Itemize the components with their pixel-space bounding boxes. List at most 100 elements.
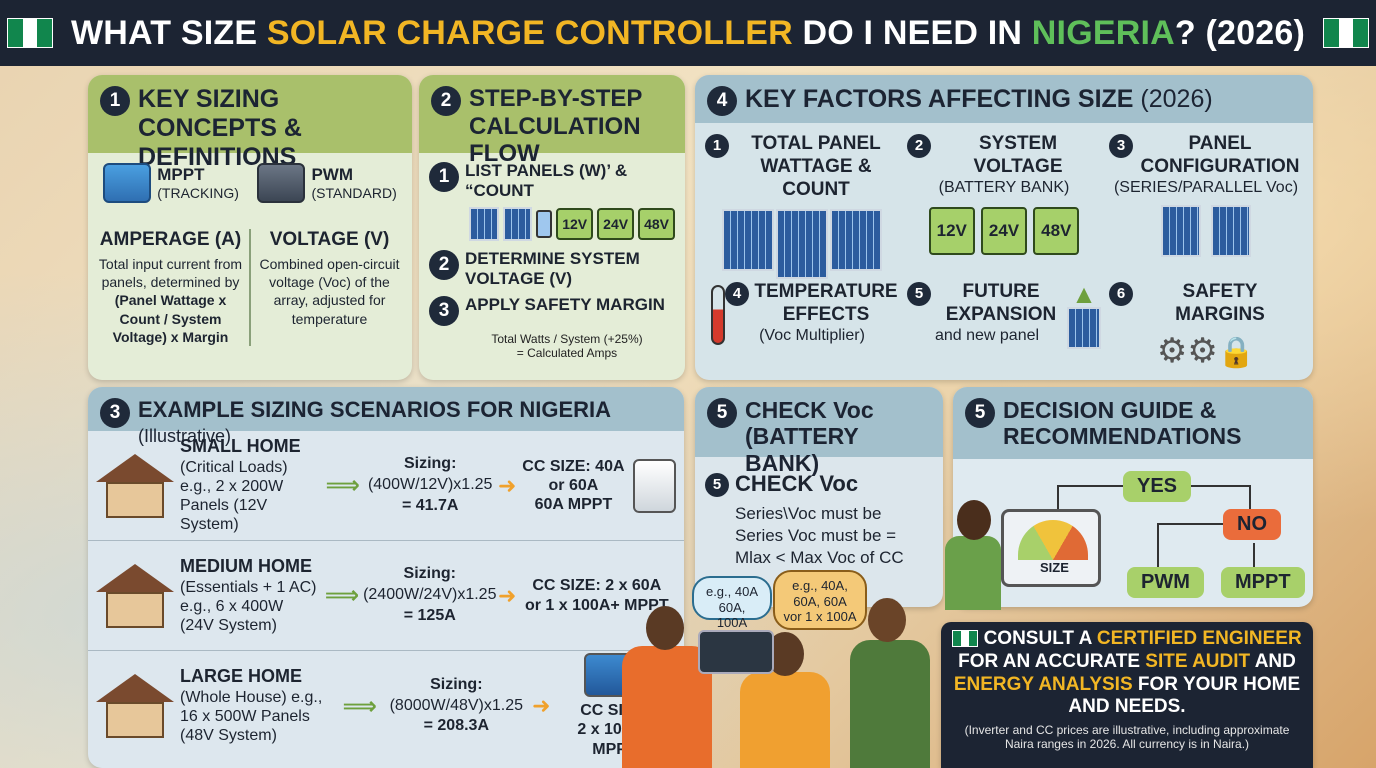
person-illustration (622, 646, 712, 768)
panel-title: EXAMPLE SIZING SCENARIOS FOR NIGERIA (Il… (138, 397, 612, 447)
step-number: 1 (100, 86, 130, 116)
speech-bubble: e.g., 40A 60A, 100A (692, 576, 772, 630)
pwm-item: PWM (STANDARD) (257, 163, 397, 203)
factor-panel-configuration: 3 PANEL CONFIGURATION (SERIES/PARALLEL Vo… (1105, 127, 1307, 275)
solar-panels-icon (705, 209, 899, 280)
factor-temperature: 4 TEMPERATURE EFFECTS (Voc Multiplier) (701, 275, 903, 371)
gear-icon: ⚙ (1156, 331, 1188, 370)
step-number: 5 (965, 398, 995, 428)
engineer-illustration (850, 640, 930, 768)
mppt-label: MPPT (157, 165, 205, 184)
speech-bubble: e.g., 40A, 60A, 60A vor 1 x 100A (773, 570, 867, 630)
factor-safety-margins: 6 SAFETY MARGINS ⚙⚙🔒 (1105, 275, 1307, 371)
amperage-title: AMPERAGE (A) (99, 229, 242, 250)
arrow-icon: ⟹ (324, 582, 360, 609)
house-icon (96, 674, 174, 738)
phone-icon (536, 210, 553, 238)
house-icon (96, 453, 174, 518)
decision-guide-panel: 5 DECISION GUIDE & RECOMMENDATIONS YES N… (953, 387, 1313, 607)
yes-node: YES (1123, 471, 1192, 502)
definitions: AMPERAGE (A) Total input current from pa… (88, 221, 412, 354)
key-factors-panel: 4 KEY FACTORS AFFECTING SIZE (2026) 1 TOT… (695, 75, 1313, 380)
pwm-sub: (STANDARD) (311, 185, 397, 201)
voltage-definition: VOLTAGE (V) Combined open-circuit voltag… (249, 229, 408, 346)
consult-panel: CONSULT A CERTIFIED ENGINEER FOR AN ACCU… (941, 622, 1313, 768)
no-node: NO (1223, 509, 1281, 540)
mppt-node: MPPT (1221, 567, 1305, 598)
arrow-icon: ⟹ (325, 472, 360, 499)
arrow-icon: ⟹ (342, 692, 377, 720)
battery-12v: 12V (556, 208, 594, 240)
voc-text: Series\Voc must be Series Voc must be = … (735, 504, 904, 568)
controller-types: MPPT (TRACKING) PWM (STANDARD) (88, 153, 412, 213)
panel-heading: 2 STEP-BY-STEP CALCULATION FLOW (419, 75, 685, 167)
panel-heading: 5 DECISION GUIDE & RECOMMENDATIONS (953, 387, 1313, 459)
person-head (868, 598, 906, 642)
panel-title: CHECK Voc (BATTERY BANK) (745, 397, 874, 476)
technician-illustration (945, 500, 1005, 610)
battery-48v: 48V (638, 208, 675, 240)
amperage-text: Total input current from panels, determi… (98, 256, 243, 345)
person-head (646, 606, 684, 650)
battery-24v: 24V (597, 208, 635, 240)
tablet-icon (698, 630, 774, 674)
nigeria-flag-icon (952, 630, 979, 648)
factors-grid: 1 TOTAL PANEL WATTAGE & COUNT 2 SYSTEM VOL… (695, 123, 1313, 375)
thermometer-icon (711, 285, 725, 345)
scenarios-panel: 3 EXAMPLE SIZING SCENARIOS FOR NIGERIA (… (88, 387, 684, 768)
voc-subheading: 5 CHECK Voc (705, 471, 933, 497)
header: WHAT SIZE SOLAR CHARGE CONTROLLER DO I N… (0, 0, 1376, 66)
voltage-text: Combined open-circuit voltage (Voc) of t… (259, 256, 400, 327)
panel-heading: 3 EXAMPLE SIZING SCENARIOS FOR NIGERIA (… (88, 387, 684, 446)
panel-title: KEY FACTORS AFFECTING SIZE (2026) (745, 85, 1213, 113)
safety-formula: Total Watts / System (+25%) = Calculated… (491, 332, 643, 360)
nigeria-flag-icon (1322, 18, 1369, 48)
panel-title: DECISION GUIDE & RECOMMENDATIONS (1003, 397, 1242, 450)
house-icon (96, 563, 174, 628)
solar-panel-icon (469, 207, 499, 241)
solar-panel-icon (502, 207, 533, 241)
step-number: 5 (707, 398, 737, 428)
arrow-icon: ➜ (532, 693, 551, 718)
nigeria-flag-icon (7, 18, 53, 48)
step-list-panels: 1 LIST PANELS (W)’ & “COUNT (429, 161, 675, 201)
lock-icon: 🔒 (1217, 335, 1256, 369)
expansion-arrow-icon: ▲ (1067, 281, 1101, 349)
charge-controller-icon (633, 458, 677, 513)
step-number: 4 (707, 86, 737, 116)
page-title: WHAT SIZE SOLAR CHARGE CONTROLLER DO I N… (71, 13, 1305, 52)
factor-panel-wattage: 1 TOTAL PANEL WATTAGE & COUNT (701, 127, 903, 280)
step-system-voltage: 2 DETERMINE SYSTEM VOLTAGE (V) (429, 249, 675, 289)
panel-heading: 5 CHECK Voc (BATTERY BANK) (695, 387, 943, 476)
panel-icons: 12V 24V 48V (469, 207, 675, 241)
pwm-controller-icon (257, 163, 306, 203)
arrow-icon: ➜ (497, 472, 517, 498)
panel-heading: 4 KEY FACTORS AFFECTING SIZE (2026) (695, 75, 1313, 123)
scenario-large-home: LARGE HOME (Whole House) e.g., 16 x 500W … (88, 651, 684, 761)
scenario-small-home: SMALL HOME (Critical Loads) e.g., 2 x 200… (88, 431, 684, 541)
pwm-label: PWM (311, 165, 353, 184)
disclaimer-note: (Inverter and CC prices are illustrative… (964, 723, 1290, 752)
mppt-item: MPPT (TRACKING) (103, 163, 239, 203)
panel-config-icon (1109, 204, 1303, 257)
amperage-definition: AMPERAGE (A) Total input current from pa… (92, 229, 249, 346)
panel-title: STEP-BY-STEP CALCULATION FLOW (469, 85, 642, 168)
mppt-sub: (TRACKING) (157, 185, 239, 201)
consult-text: CONSULT A CERTIFIED ENGINEER FOR AN ACCU… (952, 628, 1302, 718)
panel-title: KEY SIZING CONCEPTS & DEFINITIONS (138, 85, 302, 171)
voltage-title: VOLTAGE (V) (269, 229, 390, 250)
mppt-controller-icon (103, 163, 152, 203)
step-number: 2 (431, 86, 461, 116)
scenario-medium-home: MEDIUM HOME (Essentials + 1 AC) e.g., 6 x… (88, 541, 684, 651)
factor-system-voltage: 2 SYSTEM VOLTAGE (BATTERY BANK) 12V 24V 4… (903, 127, 1105, 275)
battery-icons: 12V 24V 48V (907, 206, 1101, 255)
arrow-icon: ➜ (497, 582, 517, 608)
size-gauge-icon: SIZE (1001, 509, 1101, 587)
factor-future-expansion: 5 FUTURE EXPANSION and new panel ▲ (903, 275, 1105, 371)
step-number: 3 (100, 398, 130, 428)
calculation-flow-panel: 2 STEP-BY-STEP CALCULATION FLOW 1 LIST P… (419, 75, 685, 380)
person-illustration (740, 672, 830, 768)
gear-icon: ⚙ (1187, 331, 1218, 370)
panel-heading: 1 KEY SIZING CONCEPTS & DEFINITIONS (88, 75, 412, 171)
step-safety-margin: 3 APPLY SAFETY MARGIN (429, 295, 675, 326)
